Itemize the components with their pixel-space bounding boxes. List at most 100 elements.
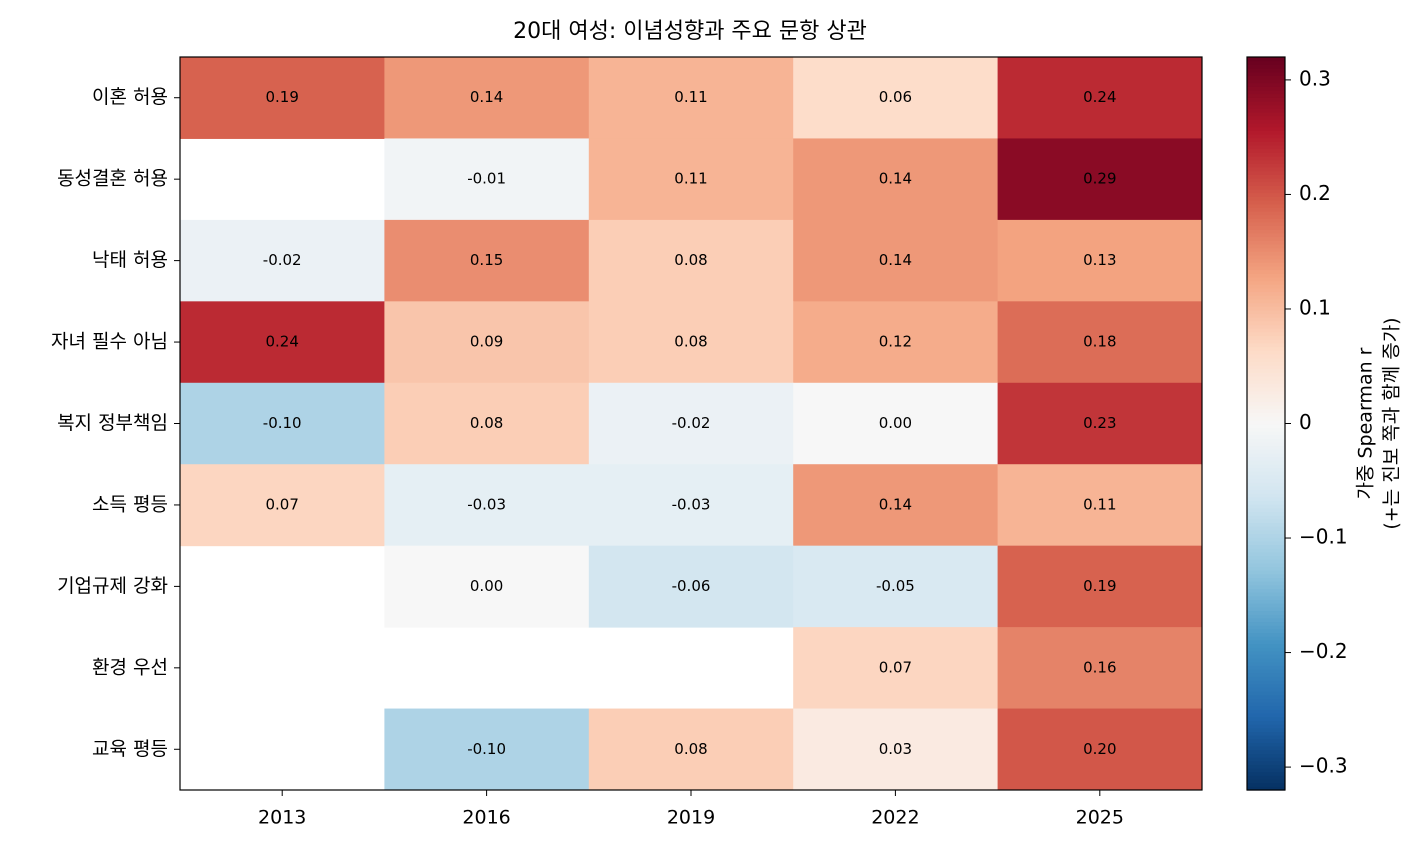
heatmap-cell: [180, 301, 385, 384]
heatmap-cell: [180, 57, 385, 139]
colorbar-step: [1247, 771, 1285, 776]
colorbar-step: [1247, 518, 1285, 524]
colorbar-step: [1247, 97, 1285, 102]
colorbar-step: [1247, 445, 1285, 450]
colorbar-step: [1247, 544, 1285, 549]
colorbar-step: [1247, 427, 1285, 432]
colorbar-step: [1247, 430, 1285, 436]
x-tick-label: 2016: [462, 807, 510, 829]
colorbar-step: [1247, 295, 1285, 300]
colorbar-step: [1247, 599, 1285, 604]
colorbar-step: [1247, 713, 1285, 718]
colorbar-step: [1247, 364, 1285, 370]
heatmap-cell: [384, 219, 590, 302]
colorbar-step: [1247, 533, 1285, 538]
chart-title: 20대 여성: 이념성향과 주요 문항 상관: [513, 19, 867, 44]
colorbar-step: [1247, 658, 1285, 663]
heatmap-cell: [997, 545, 1203, 628]
heatmap-cell: [384, 301, 590, 384]
y-tick-label: 교육 평등: [92, 738, 168, 760]
colorbar-step: [1247, 731, 1285, 736]
colorbar-step: [1247, 551, 1285, 557]
colorbar-step: [1247, 185, 1285, 190]
colorbar-step: [1247, 317, 1285, 322]
cell-label: -0.10: [467, 740, 506, 758]
colorbar-step: [1247, 251, 1285, 256]
colorbar-step: [1247, 603, 1285, 608]
cell-label: 0.06: [879, 88, 912, 106]
colorbar-step: [1247, 522, 1285, 527]
colorbar-step: [1247, 405, 1285, 410]
colorbar-step: [1247, 214, 1285, 219]
colorbar-step: [1247, 137, 1285, 142]
colorbar-step: [1247, 746, 1285, 751]
y-tick-label: 낙태 허용: [92, 249, 168, 271]
colorbar-step: [1247, 621, 1285, 626]
colorbar-step: [1247, 284, 1285, 289]
colorbar-step: [1247, 291, 1285, 296]
colorbar-step: [1247, 474, 1285, 480]
y-tick-label: 환경 우선: [92, 656, 168, 678]
cell-label: 0.24: [265, 333, 298, 351]
colorbar-step: [1247, 691, 1285, 696]
heatmap-cell: [793, 627, 999, 710]
cell-label: 0.11: [674, 170, 707, 188]
colorbar-step: [1247, 207, 1285, 212]
colorbar-step: [1247, 716, 1285, 721]
colorbar-step: [1247, 669, 1285, 674]
colorbar-step: [1247, 262, 1285, 267]
colorbar-tick-label: 0.3: [1299, 66, 1331, 90]
colorbar-step: [1247, 86, 1285, 91]
colorbar-step: [1247, 64, 1285, 69]
colorbar-step: [1247, 188, 1285, 194]
colorbar-step: [1247, 166, 1285, 172]
cell-label: 0.16: [1083, 658, 1116, 676]
colorbar-step: [1247, 485, 1285, 491]
colorbar-step: [1247, 302, 1285, 307]
colorbar-step: [1247, 757, 1285, 762]
colorbar-step: [1247, 148, 1285, 153]
colorbar-step: [1247, 760, 1285, 765]
colorbar-step: [1247, 350, 1285, 355]
colorbar-step: [1247, 511, 1285, 516]
colorbar-step: [1247, 775, 1285, 780]
cell-label: -0.05: [876, 577, 915, 595]
colorbar-step: [1247, 408, 1285, 414]
colorbar-step: [1247, 441, 1285, 447]
colorbar-step: [1247, 159, 1285, 164]
heatmap-cell: [588, 219, 794, 302]
colorbar-tick-label: 0: [1299, 410, 1312, 434]
cell-label: 0.08: [674, 333, 707, 351]
cell-label: 0.19: [265, 88, 298, 106]
heatmap-cell: [384, 545, 590, 628]
cell-label: 0.13: [1083, 251, 1116, 269]
colorbar-step: [1247, 247, 1285, 252]
colorbar-step: [1247, 390, 1285, 395]
cell-label: -0.03: [467, 495, 506, 513]
colorbar-step: [1247, 434, 1285, 439]
colorbar-step: [1247, 379, 1285, 384]
heatmap-cell: [997, 708, 1203, 791]
colorbar-step: [1247, 438, 1285, 443]
colorbar-step: [1247, 298, 1285, 304]
colorbar-step: [1247, 702, 1285, 707]
colorbar-step: [1247, 482, 1285, 487]
colorbar-step: [1247, 144, 1285, 150]
colorbar-step: [1247, 768, 1285, 773]
heatmap-cell: [384, 708, 590, 791]
heatmap-cell: [384, 464, 590, 547]
cell-label: 0.20: [1083, 740, 1116, 758]
colorbar-step: [1247, 504, 1285, 509]
colorbar-step: [1247, 82, 1285, 87]
colorbar-step: [1247, 636, 1285, 641]
colorbar-tick-label: −0.1: [1299, 525, 1348, 549]
heatmap-cell: [793, 57, 999, 139]
colorbar-label: 가중 Spearman r: [1355, 347, 1377, 499]
colorbar-step: [1247, 449, 1285, 454]
colorbar-step: [1247, 320, 1285, 326]
colorbar-step: [1247, 493, 1285, 498]
colorbar-step: [1247, 515, 1285, 520]
colorbar-step: [1247, 782, 1285, 787]
colorbar-step: [1247, 764, 1285, 769]
